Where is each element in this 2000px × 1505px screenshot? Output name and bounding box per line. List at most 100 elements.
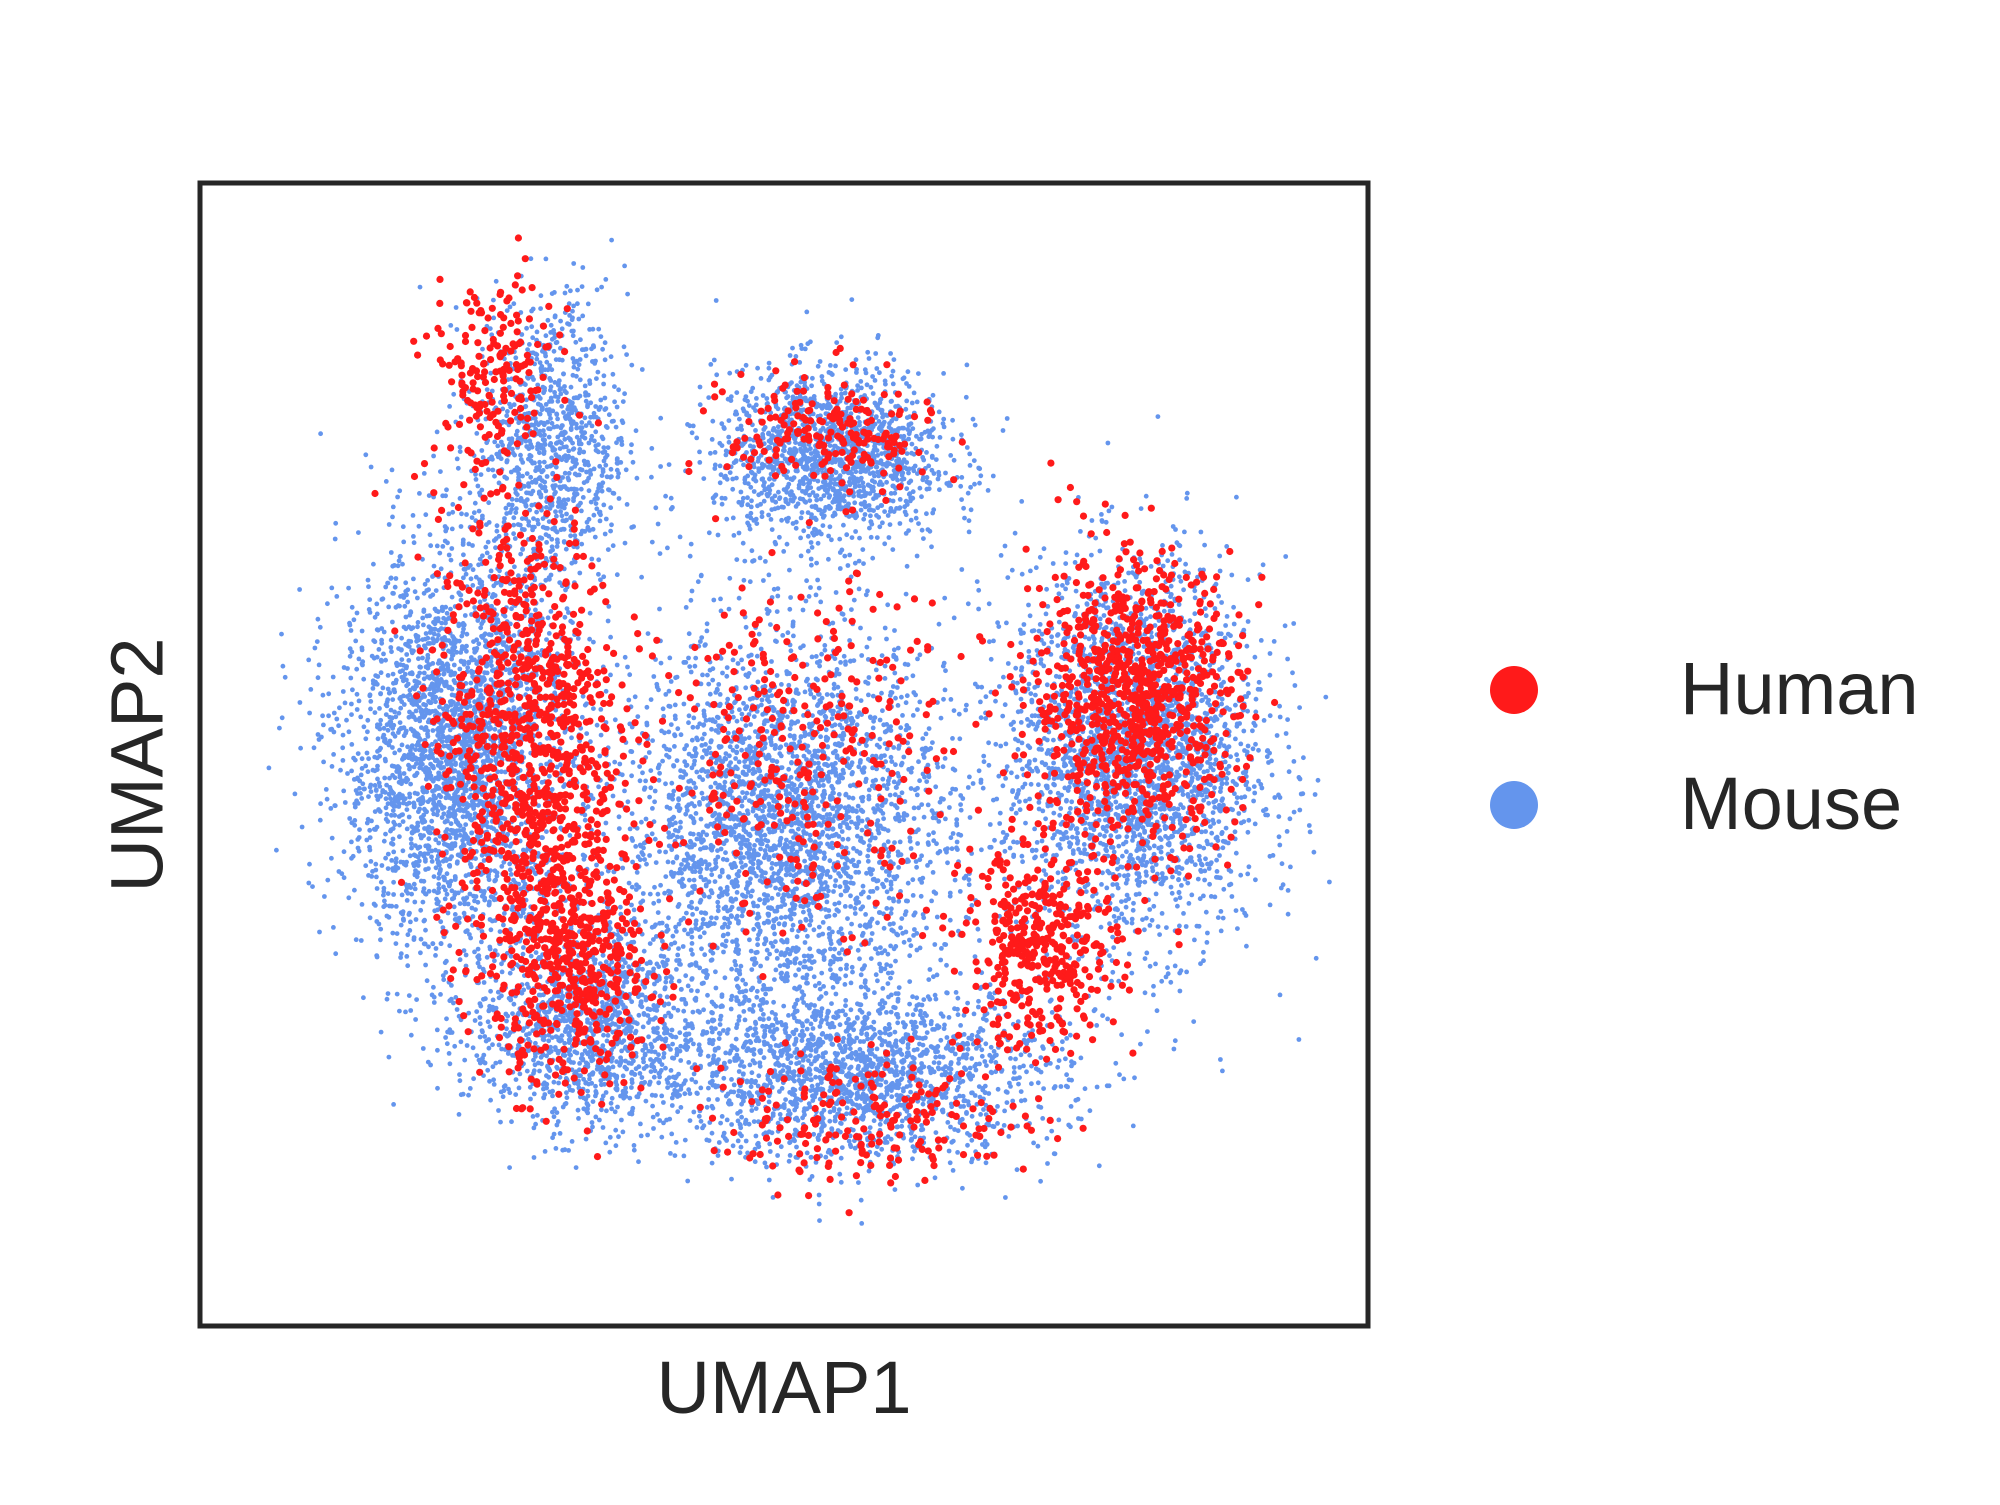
data-point [401, 755, 407, 761]
data-point [502, 911, 507, 916]
data-point [386, 914, 392, 920]
data-point [407, 910, 412, 916]
data-point [468, 680, 474, 686]
data-point [756, 469, 762, 474]
data-point [441, 811, 447, 817]
data-point [381, 885, 387, 891]
data-point [477, 599, 483, 605]
data-point [797, 479, 803, 484]
data-point [972, 481, 977, 487]
data-point [393, 941, 399, 946]
data-point [430, 692, 435, 697]
data-point [512, 564, 517, 570]
data-point [739, 427, 744, 432]
data-point [405, 587, 411, 593]
data-point [775, 424, 781, 430]
data-point [397, 822, 402, 828]
data-point [279, 715, 285, 721]
data-point [433, 865, 439, 871]
data-point [533, 607, 538, 613]
data-point [609, 522, 614, 528]
data-point [375, 627, 381, 633]
data-point [401, 771, 407, 776]
data-point [397, 720, 403, 725]
data-point [985, 488, 991, 493]
data-point [800, 488, 805, 494]
data-point [579, 467, 585, 473]
data-point [622, 540, 628, 546]
data-point [441, 725, 447, 730]
data-point [456, 638, 462, 644]
data-point [457, 666, 463, 672]
data-point [602, 357, 608, 363]
data-point [706, 530, 712, 536]
data-point [448, 606, 453, 612]
data-point [413, 632, 419, 638]
data-point [387, 719, 393, 725]
data-point [553, 340, 559, 346]
data-point [728, 398, 734, 403]
data-point [553, 528, 558, 533]
data-point [417, 664, 423, 670]
data-point [415, 624, 420, 630]
data-point [431, 563, 437, 569]
data-point [557, 580, 563, 585]
data-point [839, 497, 845, 503]
data-point [332, 536, 338, 542]
data-point [892, 490, 898, 496]
data-point [575, 636, 581, 641]
data-point [433, 785, 439, 791]
data-point [391, 879, 396, 885]
data-point [401, 624, 407, 630]
data-point [401, 702, 407, 707]
data-point [551, 348, 557, 354]
data-point [448, 878, 454, 884]
data-point [398, 695, 403, 700]
data-point [347, 646, 353, 652]
data-point [355, 776, 361, 782]
data-point [600, 346, 605, 352]
data-point [545, 317, 551, 323]
data-point [448, 557, 454, 563]
data-point [608, 354, 614, 360]
data-point [380, 596, 386, 602]
data-point [393, 856, 399, 862]
data-point [815, 540, 821, 546]
data-point [421, 756, 426, 762]
data-point [476, 956, 482, 962]
data-point [415, 845, 421, 851]
data-point [805, 533, 811, 539]
data-point [435, 1085, 440, 1091]
data-point [406, 658, 412, 663]
data-point [349, 820, 355, 826]
data-point [363, 736, 369, 742]
data-point [384, 811, 390, 817]
data-point [570, 315, 575, 321]
data-point [768, 517, 774, 522]
data-point [339, 871, 345, 877]
data-point [427, 532, 433, 538]
data-point [445, 910, 451, 916]
data-point [753, 428, 758, 433]
data-point [345, 771, 350, 776]
data-point [484, 387, 490, 392]
data-point [444, 487, 449, 493]
data-point [523, 382, 528, 387]
data-point [563, 546, 569, 552]
data-point [921, 536, 926, 541]
data-point [538, 293, 544, 299]
data-point [392, 709, 397, 715]
data-point [405, 963, 411, 969]
data-point [388, 550, 394, 555]
data-point [555, 416, 560, 422]
data-point [559, 326, 565, 332]
data-point [577, 357, 583, 362]
data-point [329, 764, 335, 769]
data-point [401, 594, 407, 599]
data-point [762, 425, 768, 430]
data-point [425, 652, 431, 658]
data-point [614, 662, 620, 668]
data-point [598, 334, 604, 339]
data-point [494, 528, 500, 534]
data-point [448, 323, 454, 328]
